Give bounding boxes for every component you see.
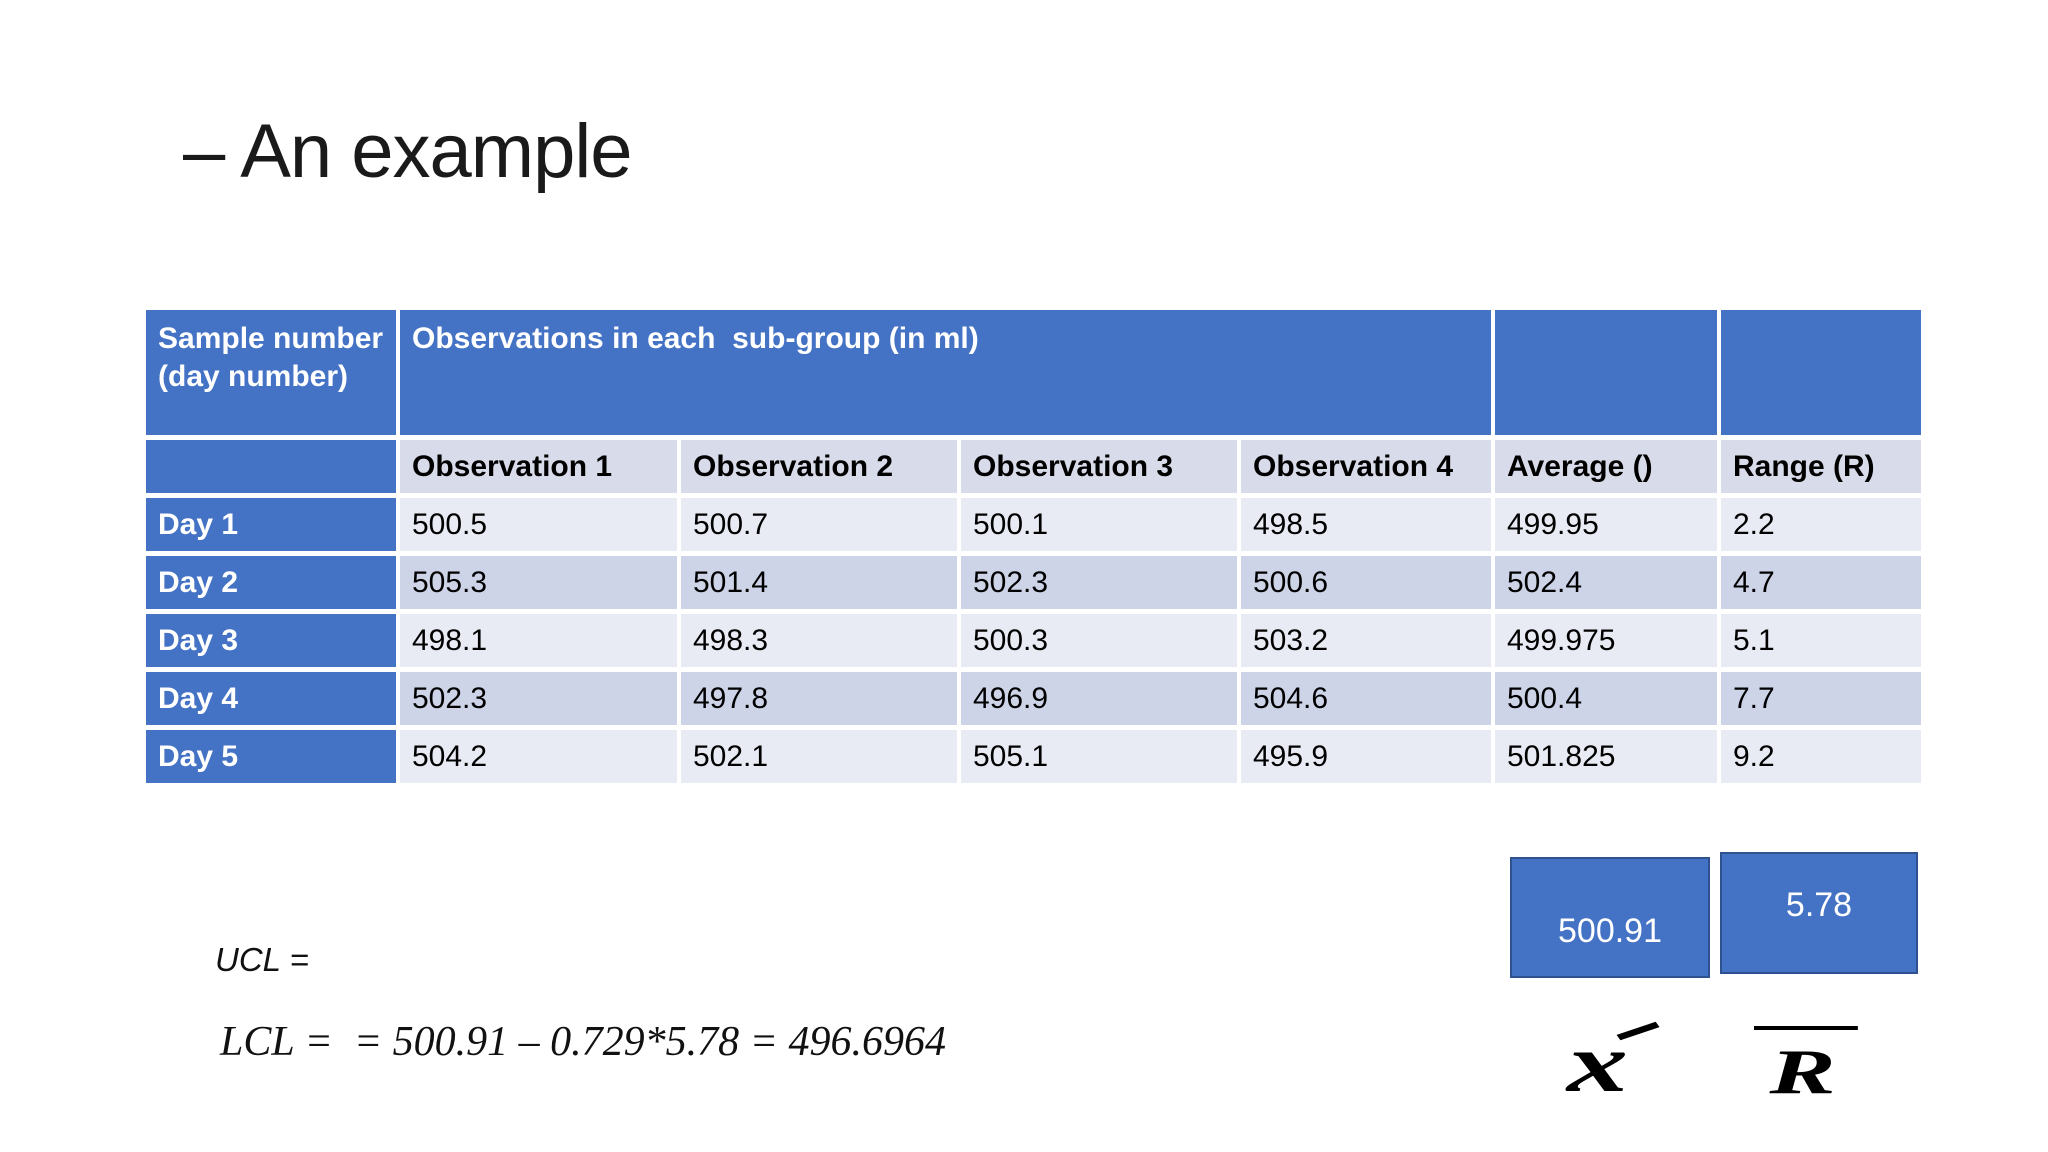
column-header-observation-3: Observation 3 xyxy=(957,435,1241,498)
slide-title: – An example xyxy=(183,109,633,194)
empty-row-label-cell xyxy=(142,435,400,498)
table-cell: 7.7 xyxy=(1717,667,1925,730)
column-header-observation-2: Observation 2 xyxy=(677,435,961,498)
table-row: Day 1 500.5 500.7 500.1 498.5 499.95 2.2 xyxy=(142,493,1925,556)
row-header: Day 4 xyxy=(142,667,400,730)
empty-header-cell-average xyxy=(1491,305,1721,440)
table-cell: 501.4 xyxy=(677,551,961,614)
table-cell: 5.1 xyxy=(1717,609,1925,672)
table-cell: 505.3 xyxy=(396,551,681,614)
empty-header-cell-range xyxy=(1717,305,1925,440)
table-header-row: Sample number (day number) Observations … xyxy=(142,305,1925,440)
row-header: Day 5 xyxy=(142,725,400,788)
rbar-symbol: R xyxy=(1754,1026,1858,1104)
table-cell: 500.7 xyxy=(677,493,961,556)
table-cell: 498.5 xyxy=(1237,493,1495,556)
table-cell: 500.5 xyxy=(396,493,681,556)
corner-header-cell: Sample number (day number) xyxy=(142,305,400,440)
table-cell: 497.8 xyxy=(677,667,961,730)
group-header-cell: Observations in each sub-group (in ml) xyxy=(396,305,1495,440)
xbar-value: 500.91 xyxy=(1558,912,1662,950)
table-row: Day 3 498.1 498.3 500.3 503.2 499.975 5.… xyxy=(142,609,1925,672)
table-cell: 502.3 xyxy=(396,667,681,730)
row-header: Day 1 xyxy=(142,493,400,556)
table-cell: 504.6 xyxy=(1237,667,1495,730)
xbar-symbol: x xyxy=(1567,1017,1628,1110)
table-cell: 498.1 xyxy=(396,609,681,672)
column-header-average: Average () xyxy=(1491,435,1721,498)
table-cell: 505.1 xyxy=(957,725,1241,788)
table-cell: 500.3 xyxy=(957,609,1241,672)
table-cell: 502.3 xyxy=(957,551,1241,614)
row-header: Day 2 xyxy=(142,551,400,614)
table-cell: 502.4 xyxy=(1491,551,1721,614)
table-row: Day 4 502.3 497.8 496.9 504.6 500.4 7.7 xyxy=(142,667,1925,730)
table-cell: 504.2 xyxy=(396,725,681,788)
table-cell: 496.9 xyxy=(957,667,1241,730)
table-cell: 499.95 xyxy=(1491,493,1721,556)
column-header-observation-1: Observation 1 xyxy=(396,435,681,498)
table-cell: 502.1 xyxy=(677,725,961,788)
table-cell: 2.2 xyxy=(1717,493,1925,556)
table-cell: 499.975 xyxy=(1491,609,1721,672)
table-cell: 4.7 xyxy=(1717,551,1925,614)
row-header: Day 3 xyxy=(142,609,400,672)
table-row: Day 5 504.2 502.1 505.1 495.9 501.825 9.… xyxy=(142,725,1925,788)
rbar-value: 5.78 xyxy=(1785,885,1853,924)
table-subheader-row: Observation 1 Observation 2 Observation … xyxy=(142,435,1925,498)
table-cell: 500.4 xyxy=(1491,667,1721,730)
table-cell: 500.6 xyxy=(1237,551,1495,614)
column-header-range: Range (R) xyxy=(1717,435,1925,498)
lcl-formula: LCL = = 500.91 – 0.729*5.78 = 496.6964 xyxy=(220,1019,946,1065)
table-cell: 501.825 xyxy=(1491,725,1721,788)
observations-table: Sample number (day number) Observations … xyxy=(142,305,1925,788)
table-cell: 503.2 xyxy=(1237,609,1495,672)
ucl-formula: UCL = xyxy=(215,941,309,978)
table-row: Day 2 505.3 501.4 502.3 500.6 502.4 4.7 xyxy=(142,551,1925,614)
xbar-value-box: 500.91 xyxy=(1510,857,1710,978)
column-header-observation-4: Observation 4 xyxy=(1237,435,1495,498)
table-cell: 500.1 xyxy=(957,493,1241,556)
table-cell: 498.3 xyxy=(677,609,961,672)
table-cell: 495.9 xyxy=(1237,725,1495,788)
rbar-value-box: 5.78 xyxy=(1720,852,1918,974)
table-cell: 9.2 xyxy=(1717,725,1925,788)
